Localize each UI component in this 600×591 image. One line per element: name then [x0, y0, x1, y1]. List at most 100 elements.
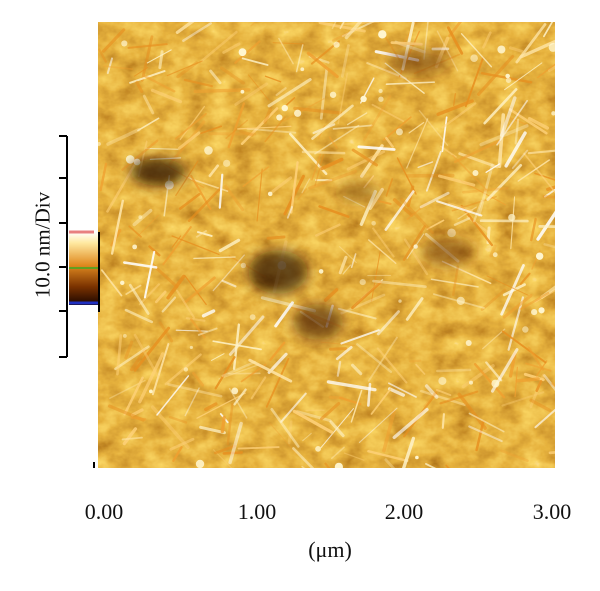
- fiber-strand: [331, 22, 337, 30]
- bright-spot: [98, 142, 101, 146]
- fiber-strand: [382, 116, 412, 141]
- fiber-strand: [544, 188, 555, 198]
- fiber-strand: [101, 269, 123, 297]
- fiber-strand: [388, 382, 417, 398]
- bright-spot: [359, 278, 366, 286]
- fiber-strand: [242, 166, 270, 188]
- bright-spot: [415, 455, 419, 460]
- fiber-strand: [148, 245, 161, 257]
- fiber-strand: [370, 388, 392, 415]
- fiber-strand: [133, 333, 160, 379]
- fiber-strand: [462, 186, 509, 194]
- fiber-strand: [536, 210, 555, 241]
- fiber-strand: [527, 346, 545, 371]
- fiber-strand: [448, 22, 462, 37]
- fiber-strand: [222, 451, 243, 455]
- bright-spot: [492, 252, 498, 258]
- x-tick-label: 2.00: [384, 499, 424, 524]
- fiber-strand: [543, 22, 554, 38]
- bright-spot: [508, 213, 516, 222]
- fiber-strand: [527, 117, 550, 130]
- fiber-strand: [417, 161, 434, 169]
- fiber-strand: [123, 376, 144, 416]
- fiber-strand: [547, 65, 555, 73]
- bright-spot: [240, 262, 247, 269]
- bright-spot: [238, 48, 247, 57]
- fiber-strand: [500, 264, 525, 316]
- fiber-strand: [134, 66, 149, 77]
- fiber-strand: [256, 168, 263, 222]
- fiber-strand: [500, 449, 529, 463]
- fiber-strand: [486, 275, 529, 296]
- fiber-strand: [226, 402, 234, 446]
- fiber-strand: [264, 75, 282, 83]
- fiber-strand: [507, 116, 528, 126]
- fiber-strand: [356, 343, 393, 373]
- fiber-strand: [436, 368, 472, 373]
- fiber-strand: [154, 290, 167, 304]
- fiber-strand: [288, 132, 328, 176]
- fiber-strand: [201, 309, 216, 318]
- fiber-strand: [143, 75, 176, 93]
- bright-spot: [333, 41, 340, 48]
- bright-spot: [334, 462, 343, 468]
- bright-spot: [231, 387, 239, 395]
- fiber-strand: [295, 43, 304, 73]
- fiber-strand: [263, 107, 273, 124]
- fiber-strand: [208, 164, 220, 178]
- fiber-strand: [240, 107, 279, 145]
- fiber-strand: [227, 102, 246, 149]
- fiber-strand: [514, 366, 518, 398]
- fiber-strand: [178, 192, 201, 210]
- fiber-strand: [286, 206, 293, 219]
- fiber-strand: [323, 288, 339, 302]
- bright-spot: [315, 445, 321, 452]
- fiber-strand: [457, 392, 487, 430]
- bright-spot: [121, 40, 128, 47]
- fiber-strand: [169, 437, 195, 451]
- fiber-strand: [500, 96, 517, 138]
- fiber-strand: [368, 239, 397, 264]
- fiber-strand: [477, 54, 515, 96]
- fiber-strand: [436, 30, 459, 72]
- fiber-strand: [338, 255, 348, 275]
- fiber-strand: [439, 390, 479, 405]
- fiber-strand: [441, 116, 448, 153]
- fiber-strand: [335, 345, 353, 361]
- fiber-strand: [525, 362, 552, 372]
- fiber-strand: [441, 102, 477, 129]
- fiber-strand: [212, 254, 245, 292]
- fiber-strand: [199, 425, 226, 435]
- fiber-strand: [199, 125, 223, 135]
- fiber-strand: [511, 149, 529, 169]
- fiber-strand: [320, 401, 341, 421]
- fiber-strand: [234, 40, 261, 64]
- bright-spot: [505, 77, 512, 83]
- bright-spot: [378, 96, 384, 102]
- fiber-strand: [534, 172, 555, 181]
- x-tick-label: 3.00: [532, 499, 572, 524]
- fiber-strand: [385, 136, 394, 148]
- fiber-strand: [489, 244, 497, 258]
- fiber-strand: [519, 39, 555, 59]
- fiber-strand: [403, 238, 429, 276]
- fiber-strand: [213, 449, 233, 468]
- fiber-strand: [167, 383, 223, 398]
- fiber-strand: [311, 104, 354, 140]
- bright-spot: [329, 91, 337, 98]
- fiber-strand: [448, 202, 473, 212]
- fiber-strand: [472, 200, 483, 223]
- fiber-strand: [424, 384, 439, 399]
- fiber-strand: [314, 124, 360, 155]
- fiber-strand: [423, 388, 439, 408]
- fiber-strand: [175, 22, 195, 34]
- fiber-strand: [110, 199, 124, 255]
- fiber-strand: [122, 427, 138, 446]
- bright-spot: [249, 314, 256, 320]
- fiber-strand: [529, 398, 552, 413]
- fiber-strand: [441, 413, 445, 429]
- fiber-strand: [468, 425, 503, 443]
- fiber-strand: [114, 345, 150, 371]
- bright-spot: [122, 334, 127, 338]
